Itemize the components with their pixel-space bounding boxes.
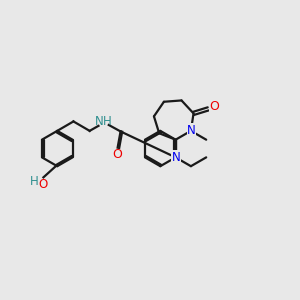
Text: N: N: [95, 115, 103, 128]
Text: O: O: [209, 100, 219, 113]
Text: H: H: [103, 115, 112, 128]
Text: O: O: [112, 148, 122, 160]
Text: O: O: [39, 178, 48, 191]
Text: H: H: [30, 175, 39, 188]
Text: N: N: [187, 124, 196, 137]
Text: N: N: [172, 151, 181, 164]
